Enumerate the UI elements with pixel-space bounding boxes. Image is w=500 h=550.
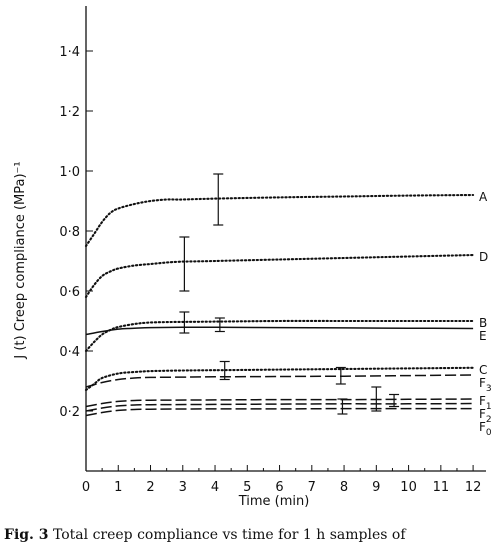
error-bar-b [214,317,225,333]
y-axis-label: J (t) Creep compliance (MPa)⁻¹ [13,161,28,359]
x-tick-label: 1 [114,480,122,495]
series-layer [84,193,475,417]
y-tick-label: 0·2 [59,405,80,420]
series-line-d [84,253,475,299]
x-tick-label: 4 [211,480,219,495]
error-bar-f2 [337,398,348,415]
series-line-f3 [85,374,474,388]
series-line-e [85,326,474,336]
y-tick-label: 0·4 [59,345,80,360]
error-bar-d [179,236,190,292]
error-bar-f1 [371,386,382,412]
x-tick-label: 3 [179,480,187,495]
error-bar-c [335,366,346,385]
x-axis-label: Time (min) [238,494,310,509]
series-line-f2 [85,402,474,412]
x-tick-label: 7 [308,480,316,495]
curve-label-e: E [479,329,487,343]
figure-caption-label: Fig. 3 [4,527,49,543]
series-line-a [84,193,475,248]
error-bar-c [219,360,230,381]
series-line-f0 [85,407,474,417]
errorbar-layer [179,173,400,415]
creep-compliance-chart: 0 1 2 3 4 5 6 7 8 9 10 11 120·20·40·60·81·01·21·4 AD… [13,6,492,509]
x-tick-label: 11 [433,480,450,495]
error-bar-f1 [389,393,400,408]
x-tick-label: 9 [372,480,380,495]
y-tick-label: 1·2 [59,105,80,120]
y-tick-label: 1·0 [59,165,80,180]
curve-label-f3: F3 [479,376,492,394]
axes: 0 1 2 3 4 5 6 7 8 9 10 11 120·20·40·60·81·01·21·4 [59,6,486,495]
series-line-b [84,319,475,353]
x-tick-label: 2 [146,480,154,495]
curve-label-c: C [479,363,487,377]
x-tick-label: 10 [400,480,417,495]
error-bar-a [213,173,224,226]
error-bar-b [179,311,190,334]
series-line-c [84,366,475,392]
curve-label-b: B [479,316,487,330]
x-tick-label: 8 [340,480,348,495]
figure-caption-text: Total creep compliance vs time for 1 h s… [48,527,406,543]
y-tick-label: 0·8 [59,225,80,240]
y-tick-label: 1·4 [59,45,80,60]
y-tick-label: 0·6 [59,285,80,300]
figure-caption: Fig. 3 Total creep compliance vs time fo… [4,523,496,549]
x-tick-label: 5 [243,480,251,495]
curve-label-d: D [479,250,488,264]
x-tick-label: 12 [465,480,482,495]
x-tick-label: 0 [82,480,90,495]
curve-label-a: A [479,190,488,204]
series-line-f1 [85,398,474,408]
x-tick-label: 6 [275,480,283,495]
